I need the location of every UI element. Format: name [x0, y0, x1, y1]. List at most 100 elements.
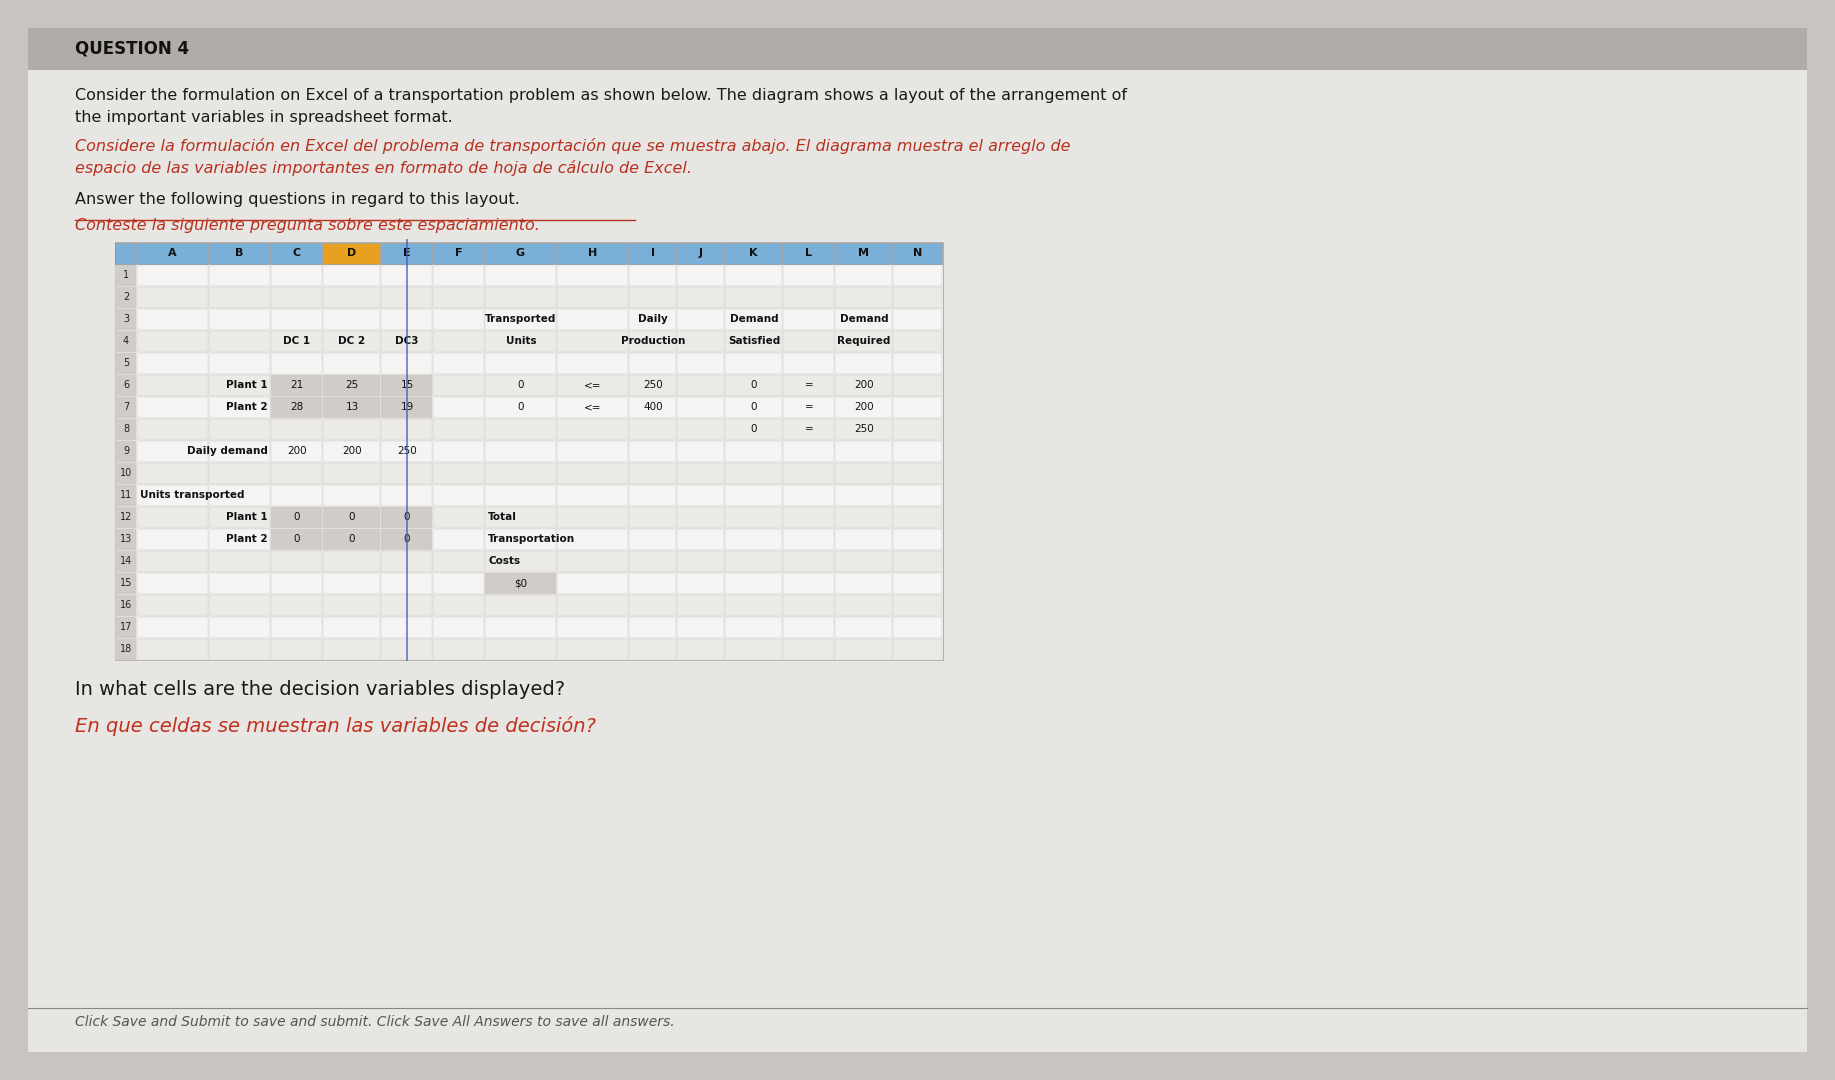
FancyBboxPatch shape — [558, 265, 628, 286]
FancyBboxPatch shape — [323, 507, 380, 528]
FancyBboxPatch shape — [28, 28, 1807, 70]
FancyBboxPatch shape — [558, 573, 628, 594]
FancyBboxPatch shape — [323, 529, 380, 550]
Text: Plant 1: Plant 1 — [226, 380, 268, 390]
Text: 0: 0 — [294, 512, 301, 522]
FancyBboxPatch shape — [272, 617, 321, 638]
Text: DC 2: DC 2 — [338, 336, 365, 346]
Text: espacio de las variables importantes en formato de hoja de cálculo de Excel.: espacio de las variables importantes en … — [75, 160, 692, 176]
Text: Plant 2: Plant 2 — [226, 402, 268, 411]
FancyBboxPatch shape — [382, 287, 431, 308]
FancyBboxPatch shape — [784, 551, 833, 572]
FancyBboxPatch shape — [835, 265, 892, 286]
FancyBboxPatch shape — [558, 639, 628, 660]
FancyBboxPatch shape — [138, 573, 207, 594]
FancyBboxPatch shape — [323, 330, 380, 352]
Text: 25: 25 — [345, 380, 358, 390]
FancyBboxPatch shape — [677, 529, 725, 550]
FancyBboxPatch shape — [272, 463, 321, 484]
FancyBboxPatch shape — [484, 419, 556, 440]
FancyBboxPatch shape — [894, 639, 941, 660]
Text: C: C — [292, 248, 301, 258]
FancyBboxPatch shape — [484, 441, 556, 462]
Text: 0: 0 — [404, 512, 411, 522]
FancyBboxPatch shape — [677, 463, 725, 484]
FancyBboxPatch shape — [835, 529, 892, 550]
FancyBboxPatch shape — [484, 265, 556, 286]
FancyBboxPatch shape — [894, 287, 941, 308]
Text: J: J — [699, 248, 703, 258]
FancyBboxPatch shape — [138, 309, 207, 330]
FancyBboxPatch shape — [382, 639, 431, 660]
FancyBboxPatch shape — [323, 243, 380, 264]
FancyBboxPatch shape — [138, 397, 207, 418]
FancyBboxPatch shape — [382, 617, 431, 638]
FancyBboxPatch shape — [894, 330, 941, 352]
FancyBboxPatch shape — [323, 639, 380, 660]
FancyBboxPatch shape — [784, 309, 833, 330]
FancyBboxPatch shape — [558, 419, 628, 440]
FancyBboxPatch shape — [629, 529, 675, 550]
Text: Conteste la siguiente pregunta sobre este espaciamiento.: Conteste la siguiente pregunta sobre est… — [75, 218, 539, 233]
FancyBboxPatch shape — [835, 595, 892, 616]
FancyBboxPatch shape — [323, 485, 380, 507]
FancyBboxPatch shape — [209, 265, 270, 286]
Text: the important variables in spreadsheet format.: the important variables in spreadsheet f… — [75, 110, 453, 125]
FancyBboxPatch shape — [433, 617, 484, 638]
FancyBboxPatch shape — [209, 243, 270, 264]
FancyBboxPatch shape — [272, 573, 321, 594]
FancyBboxPatch shape — [677, 441, 725, 462]
FancyBboxPatch shape — [433, 330, 484, 352]
FancyBboxPatch shape — [116, 242, 943, 660]
FancyBboxPatch shape — [323, 375, 380, 396]
Text: =: = — [804, 424, 813, 434]
Text: 0: 0 — [349, 512, 356, 522]
FancyBboxPatch shape — [629, 441, 675, 462]
Text: $0: $0 — [514, 578, 528, 588]
Text: 0: 0 — [517, 402, 525, 411]
Text: En que celdas se muestran las variables de decisión?: En que celdas se muestran las variables … — [75, 716, 596, 735]
FancyBboxPatch shape — [725, 573, 782, 594]
FancyBboxPatch shape — [894, 243, 941, 264]
FancyBboxPatch shape — [323, 551, 380, 572]
FancyBboxPatch shape — [484, 551, 556, 572]
FancyBboxPatch shape — [784, 353, 833, 374]
FancyBboxPatch shape — [894, 617, 941, 638]
Text: 5: 5 — [123, 357, 128, 368]
FancyBboxPatch shape — [784, 375, 833, 396]
FancyBboxPatch shape — [835, 485, 892, 507]
FancyBboxPatch shape — [894, 309, 941, 330]
FancyBboxPatch shape — [835, 243, 892, 264]
FancyBboxPatch shape — [209, 330, 270, 352]
FancyBboxPatch shape — [677, 287, 725, 308]
FancyBboxPatch shape — [138, 287, 207, 308]
FancyBboxPatch shape — [629, 353, 675, 374]
FancyBboxPatch shape — [382, 507, 431, 528]
FancyBboxPatch shape — [784, 639, 833, 660]
Text: N: N — [912, 248, 923, 258]
FancyBboxPatch shape — [323, 441, 380, 462]
FancyBboxPatch shape — [558, 375, 628, 396]
FancyBboxPatch shape — [835, 330, 892, 352]
Text: Total: Total — [488, 512, 517, 522]
FancyBboxPatch shape — [209, 551, 270, 572]
FancyBboxPatch shape — [725, 595, 782, 616]
FancyBboxPatch shape — [835, 617, 892, 638]
FancyBboxPatch shape — [784, 287, 833, 308]
FancyBboxPatch shape — [484, 573, 556, 594]
FancyBboxPatch shape — [558, 507, 628, 528]
FancyBboxPatch shape — [209, 485, 270, 507]
FancyBboxPatch shape — [209, 375, 270, 396]
Text: Plant 2: Plant 2 — [226, 534, 268, 544]
FancyBboxPatch shape — [272, 375, 321, 396]
FancyBboxPatch shape — [323, 309, 380, 330]
FancyBboxPatch shape — [433, 529, 484, 550]
FancyBboxPatch shape — [835, 441, 892, 462]
FancyBboxPatch shape — [323, 397, 380, 418]
Text: Demand: Demand — [730, 314, 778, 324]
FancyBboxPatch shape — [209, 639, 270, 660]
FancyBboxPatch shape — [835, 419, 892, 440]
FancyBboxPatch shape — [484, 617, 556, 638]
FancyBboxPatch shape — [629, 463, 675, 484]
Text: 2: 2 — [123, 292, 128, 302]
